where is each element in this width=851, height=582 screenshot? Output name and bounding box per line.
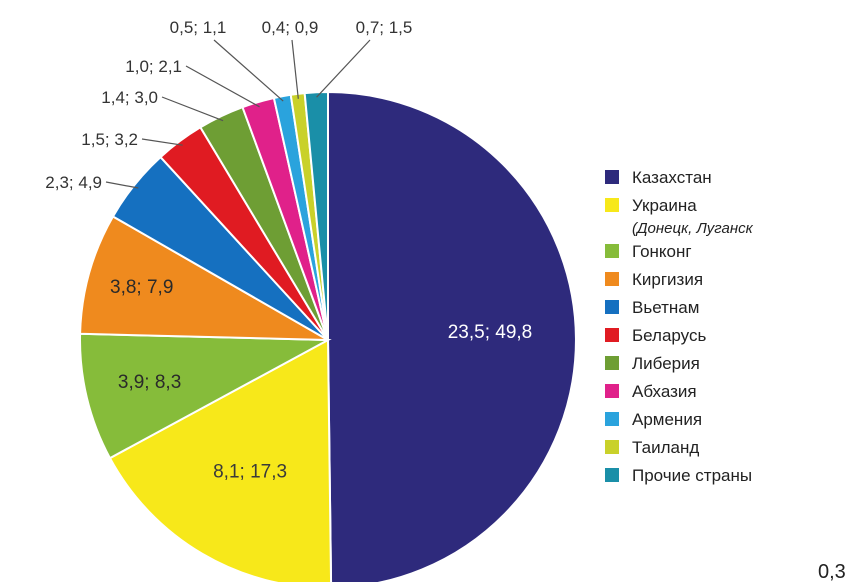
legend-label-5: Беларусь bbox=[632, 326, 706, 345]
leader-line-5 bbox=[141, 138, 183, 146]
legend-label-6: Либерия bbox=[632, 354, 700, 373]
leader-line-4 bbox=[105, 181, 139, 189]
leader-line-8 bbox=[213, 39, 284, 102]
slice-label-10: 0,7; 1,5 bbox=[356, 18, 413, 37]
corner-text: 0,3 bbox=[818, 561, 846, 582]
leader-line-7 bbox=[185, 65, 260, 108]
legend-swatch-7 bbox=[605, 384, 619, 398]
leader-lines bbox=[105, 39, 371, 189]
pie-slice-3 bbox=[79, 215, 329, 341]
slice-label-6: 1,4; 3,0 bbox=[101, 88, 158, 107]
legend-swatch-9 bbox=[605, 440, 619, 454]
slice-label-3: 3,8; 7,9 bbox=[110, 277, 173, 298]
legend-label-8: Армения bbox=[632, 410, 702, 429]
legend-swatch-3 bbox=[605, 272, 619, 286]
slice-label-0: 23,5; 49,8 bbox=[448, 322, 533, 343]
legend-label-2: Гонконг bbox=[632, 242, 692, 261]
legend-swatch-2 bbox=[605, 244, 619, 258]
legend-swatch-5 bbox=[605, 328, 619, 342]
legend-sublabel-1: (Донецк, Луганск bbox=[632, 220, 754, 237]
pie-slices bbox=[79, 90, 577, 582]
slice-label-8: 0,5; 1,1 bbox=[170, 18, 227, 37]
pie-slice-1 bbox=[108, 338, 333, 582]
slice-label-7: 1,0; 2,1 bbox=[125, 57, 182, 76]
legend-label-10: Прочие страны bbox=[632, 466, 752, 485]
slice-label-2: 3,9; 8,3 bbox=[118, 372, 181, 393]
legend-label-7: Абхазия bbox=[632, 382, 697, 401]
legend-label-9: Таиланд bbox=[632, 438, 699, 457]
slice-label-1: 8,1; 17,3 bbox=[213, 462, 287, 483]
slice-label-9: 0,4; 0,9 bbox=[262, 18, 319, 37]
slice-label-4: 2,3; 4,9 bbox=[45, 173, 102, 192]
legend-label-1: Украина bbox=[632, 196, 697, 215]
slice-label-5: 1,5; 3,2 bbox=[81, 130, 138, 149]
legend-swatch-6 bbox=[605, 356, 619, 370]
pie-slice-2 bbox=[79, 332, 332, 460]
legend-swatch-10 bbox=[605, 468, 619, 482]
legend-swatch-8 bbox=[605, 412, 619, 426]
legend-swatch-4 bbox=[605, 300, 619, 314]
pie-slice-0 bbox=[327, 90, 577, 582]
pie-slice-10 bbox=[303, 90, 329, 341]
legend-label-3: Киргизия bbox=[632, 270, 703, 289]
legend-swatch-1 bbox=[605, 198, 619, 212]
leader-line-6 bbox=[161, 96, 224, 122]
slice-labels: 23,5; 49,8 8,1; 17,3 3,9; 8,3 3,8; 7,9 2,3; … bbox=[45, 18, 532, 483]
legend: Казахстан Украина (Донецк, Луганск Гонконг К… bbox=[605, 168, 754, 485]
leader-line-9 bbox=[291, 39, 299, 99]
legend-swatch-0 bbox=[605, 170, 619, 184]
legend-label-4: Вьетнам bbox=[632, 298, 699, 317]
legend-label-0: Казахстан bbox=[632, 168, 712, 187]
leader-line-10 bbox=[316, 39, 371, 98]
